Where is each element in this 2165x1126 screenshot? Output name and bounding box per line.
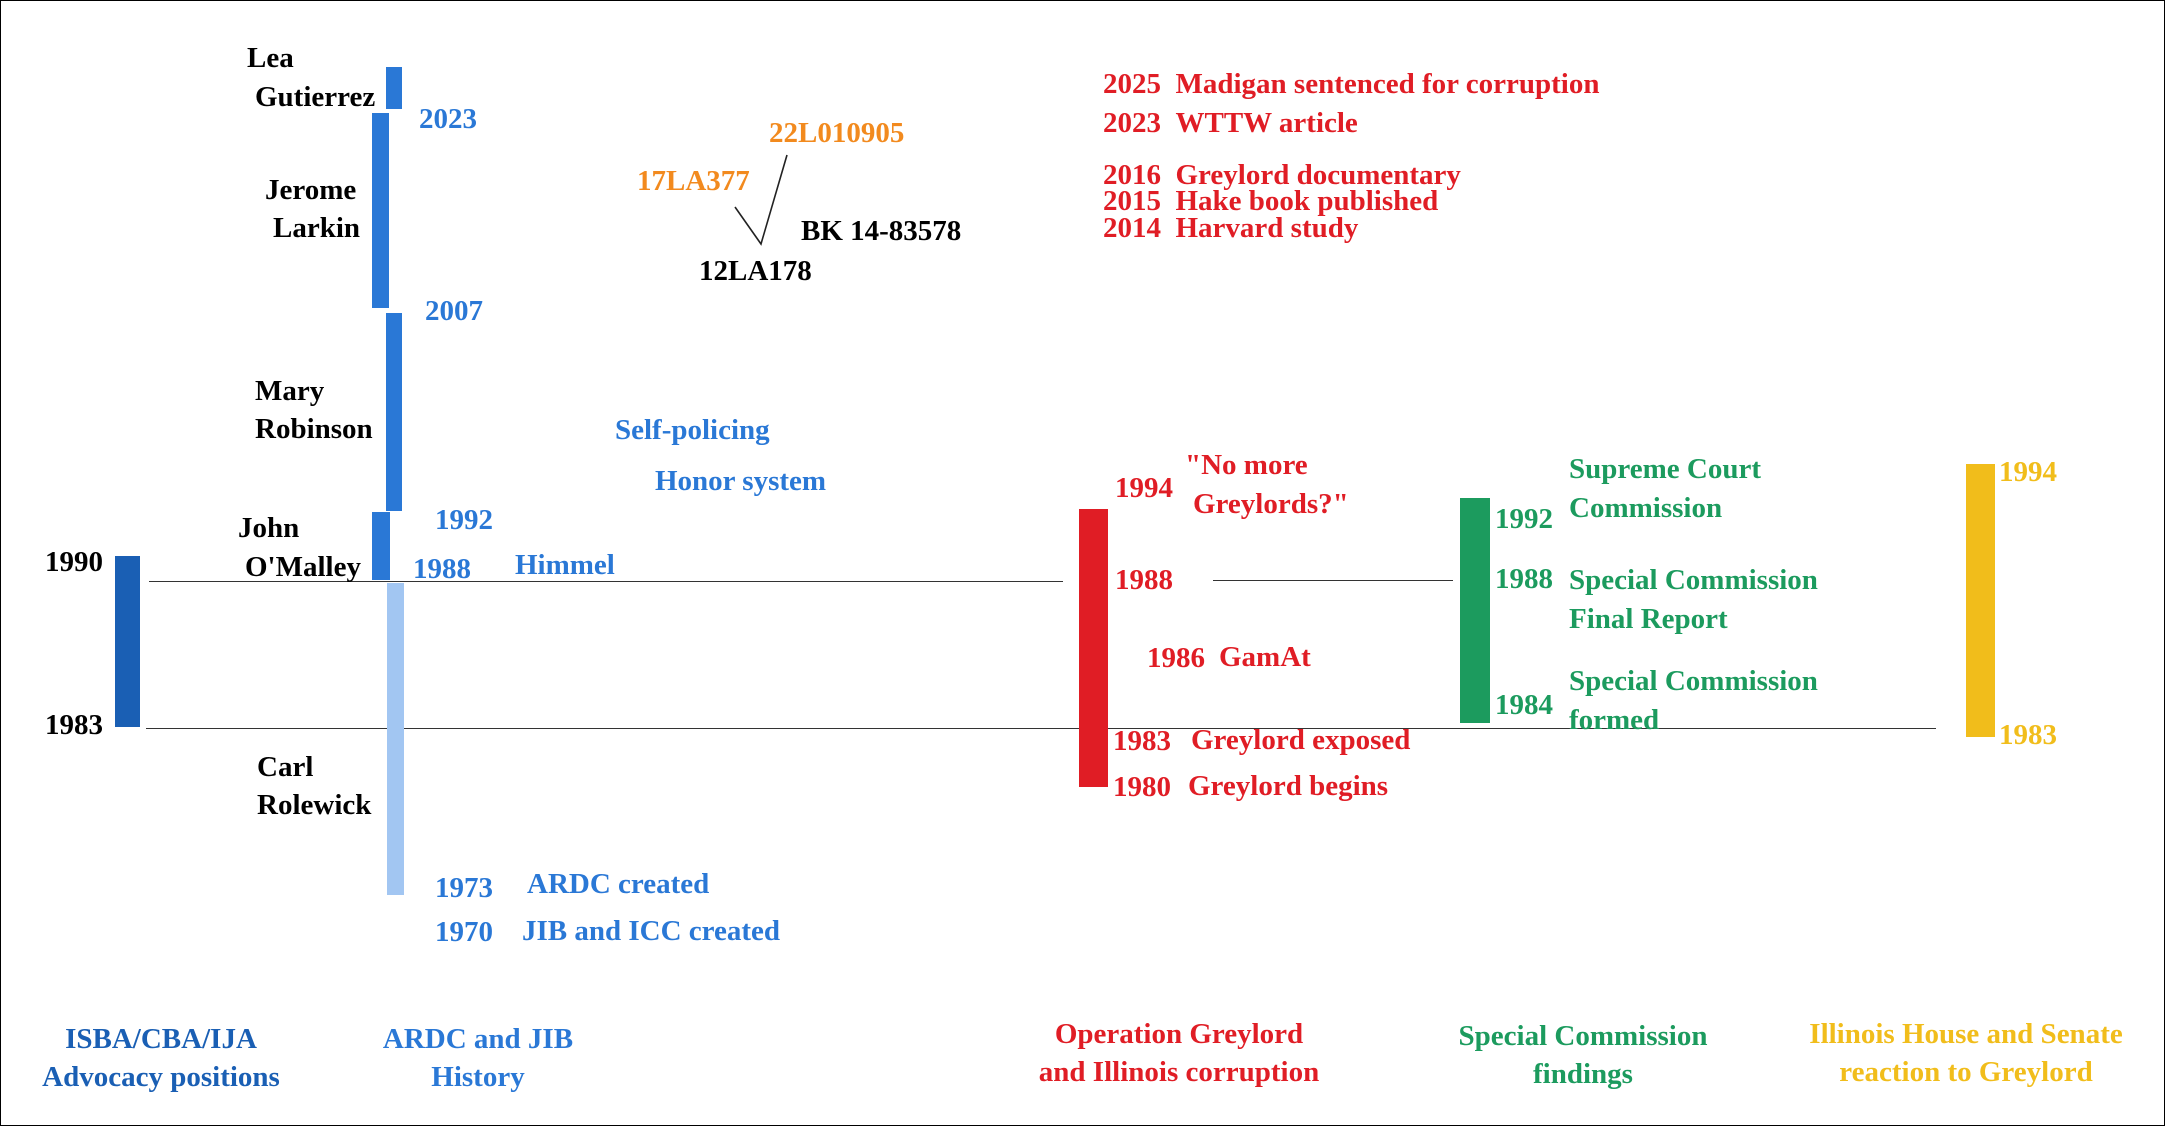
no-more-greylords-line1: "No more [1185,449,1308,481]
news-item: 2025 Madigan sentenced for corruption [1103,68,1600,100]
footer-legislature-line2: reaction to Greylord [1839,1056,2093,1088]
supreme-court-line1: Supreme Court [1569,453,1761,485]
commission-year-1992: 1992 [1495,503,1553,535]
line-1990-right [1213,580,1453,581]
line-1990 [149,581,1063,582]
greylord-year-1988: 1988 [1115,564,1173,596]
footer-isba-line2: Advocacy positions [42,1061,280,1093]
line-1983 [146,728,1936,729]
gamat-label: GamAt [1219,641,1311,673]
ardc-created-label: ARDC created [527,868,710,900]
news-item: 2015 Hake book published [1103,185,1439,217]
supreme-court-line2: Commission [1569,492,1723,524]
case-bk-14-83578: BK 14-83578 [801,215,962,247]
footer-isba: ISBA/CBA/IJA Advocacy positions [21,1020,301,1096]
commission-formed-line2: formed [1569,704,1660,736]
news-item: 2016 Greylord documentary [1103,159,1461,191]
person-john-line2: O'Malley [245,551,361,583]
commission-bar [1460,498,1490,723]
no-more-greylords-line2: Greylords?" [1193,488,1349,520]
himmel-label: Himmel [515,549,615,581]
ardc-year-1973: 1973 [435,872,493,904]
person-lea-line2: Gutierrez [255,81,376,113]
ardc-bar-larkin [372,113,389,308]
person-lea-line1: Lea [247,42,294,74]
ardc-bar-omalley [372,512,390,580]
ardc-year-2023: 2023 [419,103,477,135]
ardc-bar-rolewick [387,583,404,895]
ardc-year-1988: 1988 [413,553,471,585]
commission-year-1988: 1988 [1495,563,1553,595]
commission-year-1984: 1984 [1495,689,1553,721]
footer-greylord: Operation Greylord and Illinois corrupti… [1019,1015,1339,1091]
legislature-year-1983: 1983 [1999,719,2057,751]
person-carl-line2: Rolewick [257,789,372,821]
ardc-year-1992: 1992 [435,504,493,536]
person-john-line1: John [238,512,300,544]
final-report-line1: Special Commission [1569,564,1818,596]
person-jerome-line1: Jerome [265,174,357,206]
person-mary-line1: Mary [255,375,325,407]
greylord-exposed-label: Greylord exposed [1191,724,1411,756]
news-item: 2023 WTTW article [1103,107,1358,139]
final-report-line2: Final Report [1569,603,1728,635]
jib-icc-created-label: JIB and ICC created [522,915,781,947]
legislature-year-1994: 1994 [1999,456,2057,488]
footer-greylord-line2: and Illinois corruption [1038,1056,1320,1088]
footer-commission-line2: findings [1533,1058,1633,1090]
footer-commission: Special Commission findings [1433,1017,1733,1093]
case-12la178: 12LA178 [699,255,812,287]
footer-ardc-line2: History [431,1061,525,1093]
self-policing-label: Self-policing [615,414,770,446]
footer-commission-line1: Special Commission [1458,1020,1708,1052]
commission-formed-line1: Special Commission [1569,665,1818,697]
honor-system-label: Honor system [655,465,827,497]
case-17la377: 17LA377 [637,165,750,197]
isba-year-1990: 1990 [45,546,103,578]
footer-ardc-line1: ARDC and JIB [382,1023,574,1055]
greylord-year-1986: 1986 [1147,642,1205,674]
greylord-begins-label: Greylord begins [1188,770,1389,802]
person-mary-line2: Robinson [255,413,373,445]
isba-bar [115,556,140,727]
legislature-bar [1966,464,1995,737]
footer-legislature-line1: Illinois House and Senate [1809,1018,2123,1050]
greylord-year-1983: 1983 [1113,725,1171,757]
greylord-year-1994: 1994 [1115,472,1173,504]
greylord-year-1980: 1980 [1113,771,1171,803]
isba-year-1983: 1983 [45,709,103,741]
person-jerome-line2: Larkin [273,212,361,244]
person-carl-line1: Carl [257,751,314,783]
ardc-bar-gutierrez [386,67,402,109]
ardc-year-1970: 1970 [435,916,493,948]
footer-ardc: ARDC and JIB History [338,1020,618,1096]
case-22l010905: 22L010905 [769,117,905,149]
news-item: 2014 Harvard study [1103,212,1359,244]
greylord-bar [1079,509,1108,787]
footer-isba-line1: ISBA/CBA/IJA [65,1023,257,1055]
ardc-year-2007: 2007 [425,295,483,327]
footer-greylord-line1: Operation Greylord [1054,1018,1304,1050]
footer-legislature: Illinois House and Senate reaction to Gr… [1786,1015,2146,1091]
ardc-bar-robinson [386,313,402,511]
